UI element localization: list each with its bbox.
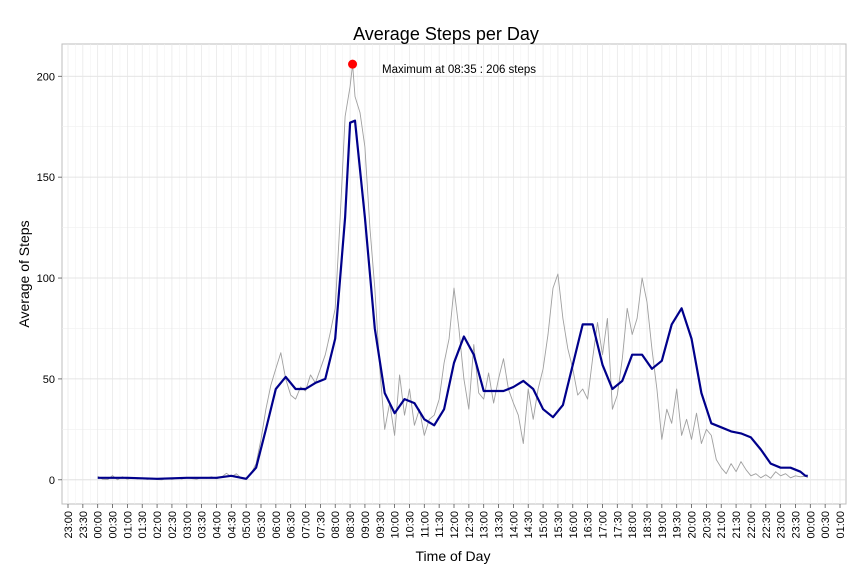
x-tick-label: 23:30 [78,511,90,539]
x-tick-label: 23:00 [776,511,788,539]
x-tick-label: 17:00 [597,511,609,539]
x-tick-label: 01:00 [122,511,134,539]
x-axis-title: Time of Day [416,548,491,564]
y-tick-label: 0 [49,475,55,487]
x-tick-label: 01:30 [137,511,149,539]
x-tick-label: 11:30 [434,511,446,538]
smoothed-steps-line [97,119,808,480]
minor-grid [62,44,846,504]
y-tick-label: 50 [43,374,55,386]
x-tick-label: 23:00 [63,511,75,539]
x-tick-label: 00:00 [805,511,817,539]
x-tick-label: 02:00 [152,511,164,539]
x-tick-label: 12:00 [449,511,461,539]
x-tick-label: 03:30 [197,511,209,539]
series-layer [97,59,809,481]
x-tick-label: 23:30 [790,511,802,539]
x-tick-label: 03:00 [182,511,194,539]
x-tick-label: 09:00 [360,511,372,539]
x-tick-label: 04:30 [226,511,238,539]
x-tick-label: 22:30 [761,511,773,539]
x-tick-label: 19:00 [657,511,669,539]
major-grid [62,44,846,504]
x-tick-label: 17:30 [612,511,624,539]
x-tick-label: 20:30 [701,511,713,539]
max-annotation: Maximum at 08:35 : 206 steps [382,64,536,76]
x-tick-label: 08:30 [345,511,357,539]
x-tick-label: 14:00 [508,511,520,539]
y-axis-title: Average of Steps [16,220,32,327]
x-tick-label: 00:30 [820,511,832,539]
x-tick-label: 14:30 [523,511,535,539]
x-tick-label: 21:00 [716,511,728,539]
x-tick-label: 10:30 [404,511,416,539]
x-tick-label: 07:30 [315,511,327,539]
x-tick-label: 08:00 [330,511,342,539]
x-tick-label: 19:30 [672,511,684,539]
x-tick-label: 16:30 [583,511,595,539]
x-tick-label: 15:00 [538,511,550,539]
x-tick-label: 05:00 [241,511,253,539]
x-tick-label: 18:00 [627,511,639,539]
y-tick-label: 150 [37,172,55,184]
x-tick-label: 20:00 [687,511,699,539]
max-point-marker [348,59,358,69]
x-tick-label: 05:30 [256,511,268,539]
x-tick-label: 18:30 [642,511,654,539]
x-tick-label: 13:30 [494,511,506,539]
x-tick-label: 12:30 [464,511,476,539]
x-tick-label: 02:30 [167,511,179,539]
y-tick-label: 100 [37,273,55,285]
x-tick-label: 00:00 [93,511,105,539]
x-tick-label: 06:30 [286,511,298,539]
x-tick-label: 15:30 [553,511,565,539]
x-tick-label: 01:00 [835,511,847,539]
x-tick-label: 04:00 [211,511,223,539]
x-tick-label: 11:00 [419,511,431,538]
x-tick-label: 21:30 [731,511,743,539]
x-tick-label: 07:00 [301,511,313,539]
x-tick-label: 16:00 [568,511,580,539]
x-tick-label: 09:30 [375,511,387,539]
x-tick-label: 13:00 [479,511,491,539]
x-tick-label: 22:00 [746,511,758,539]
x-tick-label: 00:30 [108,511,120,539]
y-tick-label: 200 [37,71,55,83]
chart-title: Average Steps per Day [353,24,539,44]
x-tick-label: 10:00 [390,511,402,539]
x-tick-label: 06:00 [271,511,283,539]
